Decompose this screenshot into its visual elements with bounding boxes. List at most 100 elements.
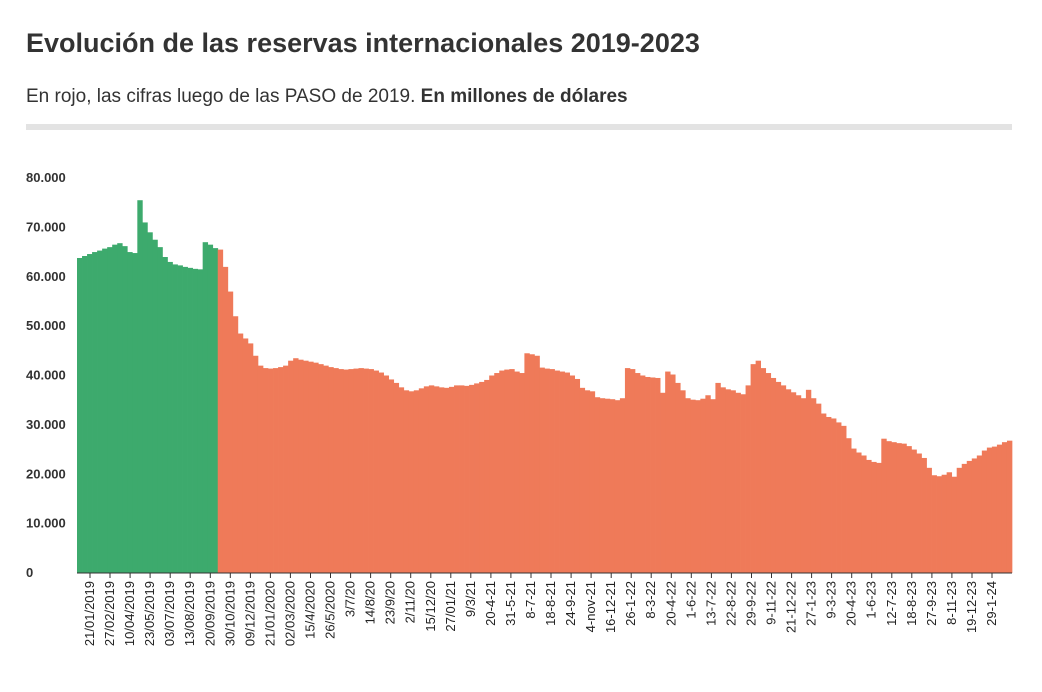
bar bbox=[408, 391, 415, 573]
bar bbox=[981, 450, 988, 573]
bar bbox=[986, 447, 993, 573]
bar bbox=[1001, 442, 1008, 573]
x-tick-label: 8-7-21 bbox=[523, 581, 538, 619]
bar bbox=[192, 268, 198, 573]
bar bbox=[695, 400, 701, 573]
x-tick-label: 23/05/2019 bbox=[142, 581, 157, 646]
bar bbox=[665, 371, 671, 573]
x-tick-label: 27/01/21 bbox=[443, 581, 458, 632]
subtitle-text: En rojo, las cifras luego de las PASO de… bbox=[26, 86, 421, 107]
x-tick-label: 29-9-22 bbox=[744, 581, 759, 626]
bar bbox=[604, 398, 611, 573]
bar bbox=[916, 453, 922, 573]
x-tick-label: 23/9/20 bbox=[383, 581, 398, 624]
bar bbox=[976, 455, 983, 573]
bar bbox=[820, 413, 827, 573]
x-tick-label: 26-1-22 bbox=[623, 581, 638, 626]
x-tick-label: 13-7-22 bbox=[703, 581, 718, 626]
y-tick-label: 70.000 bbox=[26, 219, 66, 234]
bar bbox=[544, 368, 550, 573]
bar bbox=[800, 398, 807, 573]
bar bbox=[745, 385, 751, 574]
bar bbox=[459, 385, 465, 574]
bar bbox=[966, 460, 973, 573]
x-tick-label: 21/01/2020 bbox=[262, 581, 277, 646]
bar bbox=[856, 452, 862, 573]
bar bbox=[906, 446, 912, 573]
bar bbox=[212, 248, 219, 574]
bar bbox=[846, 438, 852, 573]
bar bbox=[584, 390, 591, 573]
bar bbox=[891, 442, 897, 573]
bar bbox=[413, 390, 420, 573]
bar bbox=[97, 250, 103, 573]
y-tick-label: 10.000 bbox=[26, 516, 66, 531]
bar bbox=[448, 386, 455, 573]
bar bbox=[112, 244, 118, 573]
bar bbox=[514, 371, 520, 573]
bar bbox=[102, 248, 108, 574]
bar bbox=[137, 200, 143, 573]
bar bbox=[599, 398, 606, 573]
y-tick-label: 0 bbox=[26, 565, 33, 580]
bar bbox=[177, 265, 183, 573]
bar bbox=[127, 252, 133, 573]
bar bbox=[328, 367, 334, 573]
bar bbox=[931, 475, 937, 573]
bar bbox=[504, 369, 510, 573]
bar bbox=[348, 369, 354, 573]
bar bbox=[443, 387, 450, 573]
bar bbox=[609, 399, 616, 573]
bar bbox=[77, 257, 83, 573]
bar bbox=[539, 367, 545, 573]
bar bbox=[227, 291, 234, 573]
bar bbox=[147, 232, 153, 573]
x-axis: 21/01/2019 27/02/2019 10/04/2019 23/05/2019… bbox=[77, 572, 1012, 646]
bar bbox=[157, 247, 163, 574]
bar bbox=[841, 425, 847, 573]
x-tick-label: 8-11-23 bbox=[944, 581, 959, 625]
x-tick-label: 31-5-21 bbox=[503, 581, 518, 626]
bar bbox=[162, 257, 168, 573]
bar bbox=[941, 474, 947, 573]
bar bbox=[378, 372, 384, 573]
bar bbox=[750, 364, 756, 573]
bar bbox=[479, 381, 485, 573]
bar bbox=[82, 256, 88, 573]
bar bbox=[634, 373, 641, 573]
chart-title: Evolución de las reservas internacionale… bbox=[26, 28, 700, 58]
bar bbox=[534, 355, 540, 573]
bar bbox=[308, 361, 314, 573]
x-tick-label: 30/10/2019 bbox=[222, 581, 237, 646]
bar bbox=[589, 391, 596, 573]
bar bbox=[489, 375, 495, 573]
bar bbox=[569, 375, 576, 573]
bar bbox=[574, 378, 581, 573]
bar bbox=[549, 369, 555, 573]
bar bbox=[951, 476, 958, 573]
bar bbox=[247, 343, 254, 573]
bar bbox=[650, 377, 656, 573]
bar bbox=[685, 398, 691, 573]
bar bbox=[624, 368, 631, 573]
bar bbox=[202, 242, 209, 573]
bar bbox=[795, 395, 802, 573]
bar bbox=[770, 377, 777, 573]
bar bbox=[167, 261, 173, 573]
x-tick-label: 15/12/20 bbox=[423, 581, 438, 632]
bar bbox=[755, 360, 762, 573]
bar bbox=[815, 403, 822, 573]
bar bbox=[805, 389, 812, 573]
bar bbox=[926, 467, 932, 573]
bar bbox=[710, 399, 716, 573]
x-tick-label: 27/02/2019 bbox=[102, 581, 117, 646]
bar bbox=[790, 392, 797, 573]
bar bbox=[524, 353, 530, 573]
bar bbox=[469, 384, 475, 573]
x-tick-label: 10/04/2019 bbox=[122, 581, 137, 646]
y-tick-label: 40.000 bbox=[26, 368, 66, 383]
x-tick-label: 14/8/20 bbox=[363, 581, 378, 624]
bar bbox=[288, 360, 294, 573]
bar bbox=[464, 385, 470, 573]
bar bbox=[961, 463, 968, 573]
